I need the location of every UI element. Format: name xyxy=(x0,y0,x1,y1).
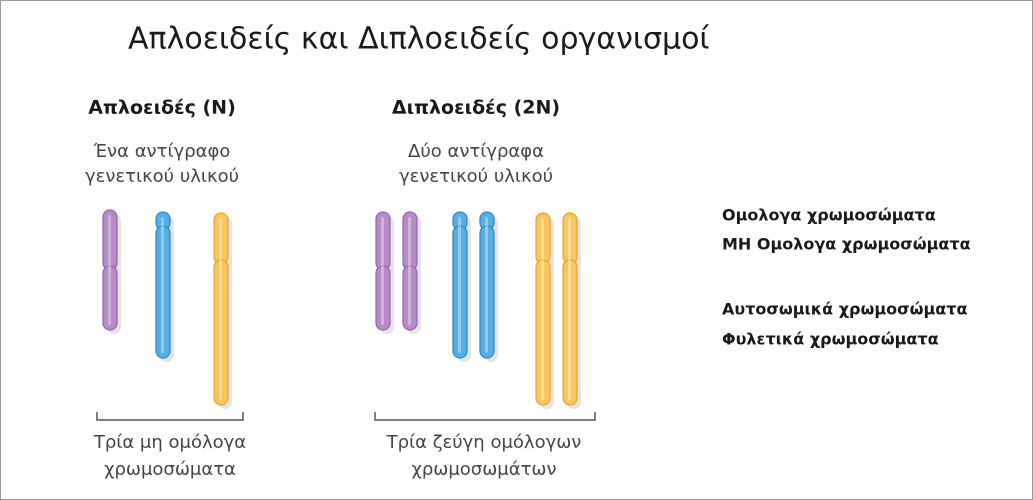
haploid-caption: χρωμοσώματα xyxy=(104,459,236,480)
chromosome-part xyxy=(108,215,111,325)
chromosome-part xyxy=(458,217,461,353)
term: Φυλετικά χρωμοσώματα xyxy=(722,330,939,349)
chromosome-part xyxy=(161,217,164,353)
diploid-heading: Διπλοειδές (2Ν) xyxy=(392,97,560,119)
diploid-caption: χρωμοσωμάτων xyxy=(411,459,556,480)
chromosome-part xyxy=(485,217,488,353)
haploid-caption: Τρία μη ομόλογα xyxy=(93,432,246,453)
diploid-description: Δύο αντίγραφα xyxy=(408,141,544,162)
slide: Απλοειδείς και Διπλοειδείς οργανισμοί Απ… xyxy=(0,0,1033,500)
term: Ομολογα χρωμοσώματα xyxy=(722,206,936,225)
chromosome-part xyxy=(408,217,411,325)
haploid-description: γενετικού υλικού xyxy=(85,166,239,187)
chromosome-part xyxy=(541,218,544,400)
chromosome-part xyxy=(568,218,571,400)
haploid-description: Ένα αντίγραφο xyxy=(93,141,231,162)
term: Αυτοσωμικά χρωμοσώματα xyxy=(722,300,967,319)
term: ΜΗ Ομολογα χρωμοσώματα xyxy=(722,235,971,254)
chromosome-part xyxy=(219,218,222,400)
diploid-description: γενετικού υλικού xyxy=(399,166,553,187)
diploid-caption: Τρία ζεύγη ομόλογων xyxy=(386,432,582,453)
haploid-heading: Απλοειδές (Ν) xyxy=(88,97,236,119)
chromosome-part xyxy=(381,217,384,325)
title: Απλοειδείς και Διπλοειδείς οργανισμοί xyxy=(128,22,710,57)
